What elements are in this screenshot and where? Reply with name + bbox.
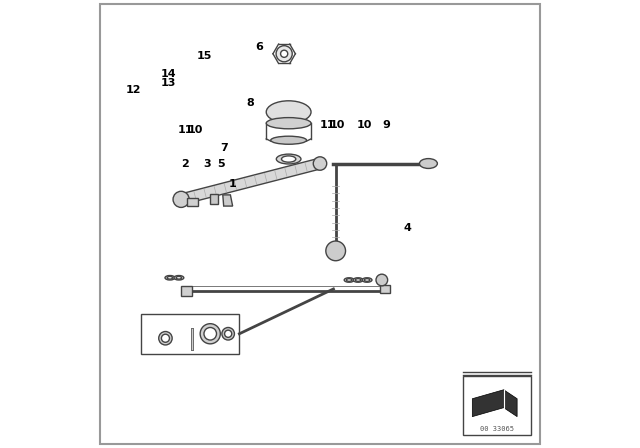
Ellipse shape [159,332,172,345]
Text: 8: 8 [246,98,255,108]
FancyBboxPatch shape [463,376,531,435]
Text: 5: 5 [217,159,225,168]
Ellipse shape [167,276,173,279]
Text: 11: 11 [178,125,193,135]
Ellipse shape [200,323,220,344]
Ellipse shape [355,279,361,281]
Text: 6: 6 [255,42,264,52]
Ellipse shape [222,327,234,340]
Text: 13: 13 [161,78,176,88]
Text: 2: 2 [181,159,189,168]
Ellipse shape [204,327,216,340]
Text: 9: 9 [382,121,390,130]
Text: 10: 10 [330,121,345,130]
Ellipse shape [176,276,182,279]
FancyBboxPatch shape [181,286,192,296]
Ellipse shape [362,278,372,282]
Ellipse shape [419,159,437,168]
Text: 11: 11 [319,121,335,130]
Circle shape [314,157,327,170]
Ellipse shape [161,334,170,342]
Polygon shape [223,195,233,206]
Ellipse shape [364,279,370,281]
Circle shape [276,46,292,62]
Ellipse shape [276,154,301,164]
Ellipse shape [266,117,311,129]
Ellipse shape [225,330,232,337]
Ellipse shape [271,136,307,144]
Circle shape [280,50,288,57]
Circle shape [376,274,388,286]
Ellipse shape [353,278,363,282]
Ellipse shape [282,156,296,162]
FancyBboxPatch shape [187,198,198,206]
FancyBboxPatch shape [380,285,390,293]
Text: 4: 4 [403,224,412,233]
Text: 1: 1 [228,179,237,189]
Ellipse shape [346,279,352,281]
Polygon shape [472,390,517,417]
Text: 15: 15 [197,51,212,61]
Text: 3: 3 [204,159,211,168]
Text: 12: 12 [125,85,141,95]
FancyBboxPatch shape [210,194,218,204]
Text: 14: 14 [161,69,177,79]
FancyBboxPatch shape [100,4,540,444]
Ellipse shape [165,276,175,280]
Ellipse shape [174,276,184,280]
Text: 00 33065: 00 33065 [480,426,514,432]
Text: 10: 10 [188,125,203,135]
Ellipse shape [266,101,311,123]
Text: 10: 10 [356,121,372,130]
Text: 7: 7 [220,143,228,153]
Ellipse shape [344,278,354,282]
Circle shape [326,241,346,261]
Circle shape [173,191,189,207]
Polygon shape [180,158,321,205]
